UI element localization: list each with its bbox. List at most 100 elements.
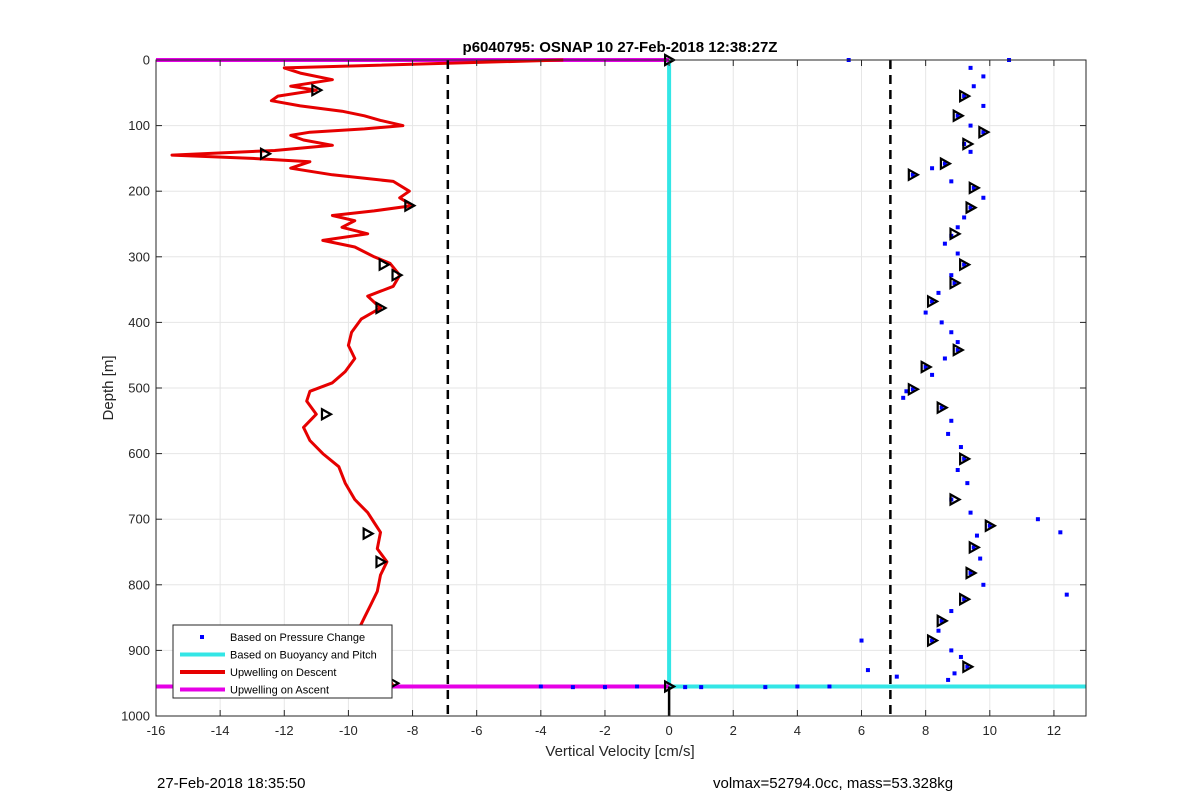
scatter-point (901, 395, 906, 400)
scatter-point (952, 281, 957, 286)
x-tick-label: -16 (147, 723, 166, 738)
triangle-marker (962, 659, 975, 674)
legend-label: Based on Buoyancy and Pitch (230, 650, 377, 662)
legend-box (172, 624, 393, 699)
triangle-marker (907, 167, 921, 182)
scatter-point (795, 684, 800, 689)
triangle-marker (936, 614, 949, 628)
scatter-point (930, 638, 935, 643)
x-tick-label: 0 (665, 723, 672, 738)
scatter-point (949, 418, 954, 423)
x-tick-label: -14 (211, 723, 230, 738)
triangle-marker (984, 518, 998, 533)
legend-label: Based on Pressure Change (230, 632, 365, 644)
scatter-point (981, 582, 986, 587)
scatter-point (930, 372, 935, 377)
legend-swatch-dot (200, 635, 204, 639)
scatter-point (981, 130, 986, 135)
y-axis-label: Depth [m] (100, 355, 117, 420)
scatter-point (962, 597, 967, 602)
scatter-point (602, 685, 607, 690)
triangle-marker (311, 83, 324, 98)
scatter-point (939, 405, 944, 410)
triangle-marker (939, 156, 953, 171)
x-tick-label: 4 (794, 723, 801, 738)
triangle-marker (949, 276, 962, 290)
scatter-point (965, 664, 970, 669)
chart-title: p6040795: OSNAP 10 27-Feb-2018 12:38:27Z (463, 39, 778, 56)
x-tick-label: 12 (1047, 723, 1061, 738)
scatter-point (942, 161, 947, 166)
scatter-point (1058, 530, 1063, 535)
scatter-point (955, 468, 960, 472)
y-tick-label: 400 (128, 315, 150, 330)
triangle-marker (965, 566, 978, 580)
footer-volmax-mass: volmax=52794.0cc, mass=53.328kg (713, 775, 953, 792)
scatter-point (894, 674, 899, 679)
triangle-marker (968, 540, 982, 555)
scatter-point (930, 166, 935, 171)
scatter-point (939, 618, 944, 623)
scatter-point (962, 262, 967, 267)
y-tick-label: 700 (128, 512, 150, 527)
y-axis: 0 100 200 300 400 500 600 700 800 900 1000 (121, 53, 1086, 724)
scatter-point (763, 685, 768, 690)
triangle-marker (959, 451, 972, 466)
y-tick-label: 900 (128, 643, 150, 658)
scatter-point (949, 330, 954, 335)
legend-label: Upwelling on Descent (230, 667, 336, 679)
marker-layer (259, 53, 998, 694)
triangle-marker (952, 343, 965, 357)
scatter-point (971, 185, 976, 190)
scatter-point (865, 668, 870, 673)
scatter-point (968, 205, 973, 210)
triangle-marker (259, 146, 273, 161)
y-tick-label: 500 (128, 381, 150, 396)
triangle-marker (965, 200, 978, 215)
x-tick-label: 10 (983, 723, 997, 738)
y-tick-label: 300 (128, 249, 150, 264)
triangle-marker (926, 633, 940, 648)
triangle-marker (962, 137, 975, 151)
scatter-point (859, 638, 864, 643)
scatter-point (971, 545, 976, 550)
y-tick-label: 1000 (121, 709, 150, 724)
triangle-marker (907, 382, 921, 397)
plot-area (155, 53, 1087, 717)
scatter-point (683, 685, 688, 690)
scatter-point (946, 677, 951, 682)
scatter-point (936, 290, 941, 295)
scatter-point (910, 172, 915, 177)
scatter-point (968, 123, 973, 128)
scatter-point (974, 533, 979, 538)
scatter-point (936, 628, 941, 633)
scatter-point (949, 609, 954, 614)
x-tick-label: -10 (339, 723, 358, 738)
x-axis: -16 -14 -12 -10 -8 -6 -4 -2 0 2 4 6 8 10 12 (147, 60, 1061, 738)
scatter-point (955, 225, 960, 230)
x-tick-label: 2 (730, 723, 737, 738)
triangle-marker (404, 198, 417, 213)
scatter-point (635, 684, 640, 689)
x-tick-label: -6 (471, 723, 483, 738)
scatter-point (968, 65, 973, 70)
scatter-point (699, 685, 704, 690)
scatter-point (1064, 592, 1069, 597)
scatter-point (981, 74, 986, 79)
legend-label: Upwelling on Ascent (230, 685, 329, 697)
x-tick-label: -12 (275, 723, 294, 738)
scatter-point (987, 523, 992, 528)
scatter-point (978, 556, 983, 561)
triangle-marker (959, 89, 972, 103)
scatter-point (965, 481, 970, 486)
scatter-point (971, 84, 976, 89)
triangle-marker (362, 526, 375, 541)
scatter-point (1035, 517, 1040, 522)
scatter-point (981, 195, 986, 200)
scatter-point (930, 299, 935, 304)
triangle-marker (375, 301, 388, 315)
scatter-point (923, 310, 928, 315)
triangle-marker (949, 492, 962, 507)
scatter-point (958, 654, 963, 659)
